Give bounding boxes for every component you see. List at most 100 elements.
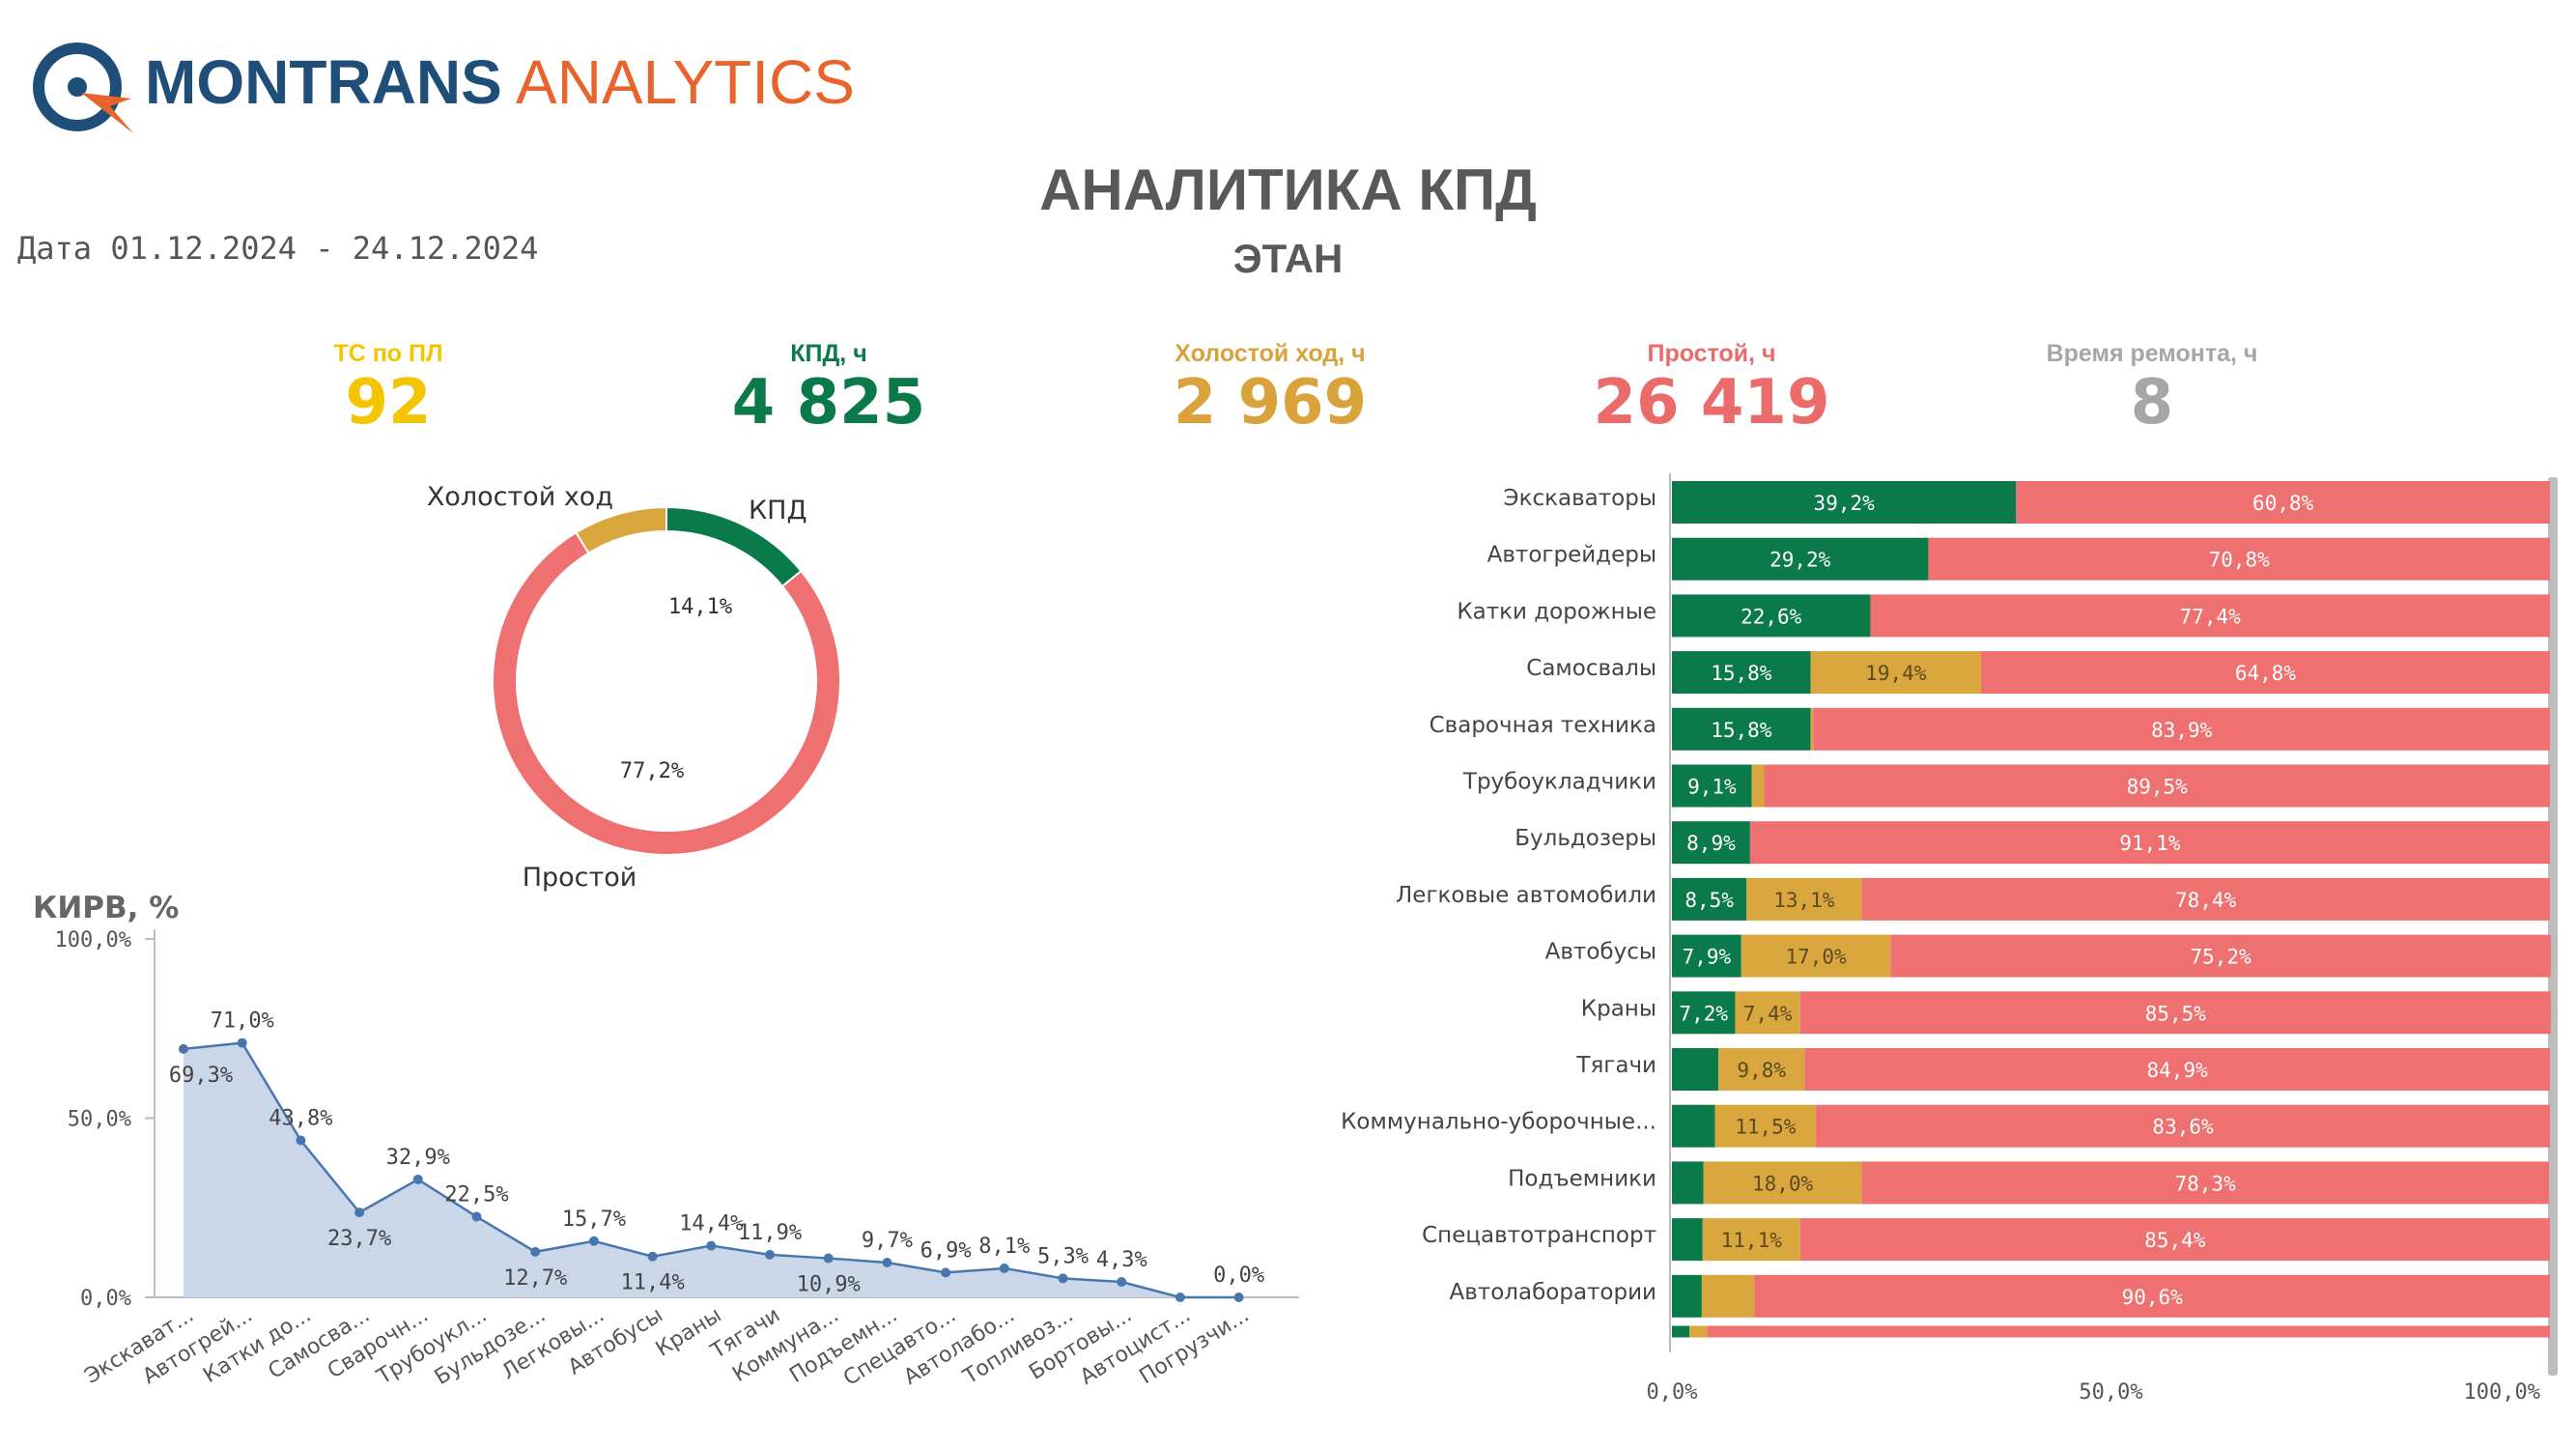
bar-segment[interactable] xyxy=(1890,934,2551,978)
bar-segment[interactable] xyxy=(1703,1161,1862,1205)
kpi-label: ТС по ПЛ xyxy=(333,340,443,367)
brand-light: ANALYTICS xyxy=(516,47,855,117)
area-point[interactable] xyxy=(647,1251,658,1262)
bar-segment[interactable] xyxy=(1672,651,1811,695)
bar-category-label: Автобусы xyxy=(1545,940,1656,965)
bar-value-label: 78,4% xyxy=(2175,889,2237,912)
area-data-label: 10,9% xyxy=(797,1273,861,1297)
bar-segment[interactable] xyxy=(1672,1161,1704,1205)
bar-segment[interactable] xyxy=(1672,1104,1715,1148)
page-subtitle: ЭТАН xyxy=(1232,236,1344,281)
bar-value-label: 22,6% xyxy=(1741,605,1802,628)
area-point[interactable] xyxy=(1175,1293,1185,1302)
bar-segment[interactable] xyxy=(1672,821,1750,865)
bar-segment[interactable] xyxy=(1799,1218,2550,1262)
bar-value-label: 83,6% xyxy=(2152,1116,2214,1139)
area-point[interactable] xyxy=(1058,1273,1068,1284)
bar-segment[interactable] xyxy=(1928,537,2550,581)
area-point[interactable] xyxy=(296,1135,306,1146)
bar-segment[interactable] xyxy=(1810,707,1814,751)
bar-segment[interactable] xyxy=(1672,481,2017,524)
bar-segment[interactable] xyxy=(1701,1274,1755,1318)
stacked-bar-chart: 39,2% 60,8% Экскаваторы 29,2% 70,8% Автогрейд… xyxy=(1341,473,2558,1405)
bar-segment[interactable] xyxy=(1799,991,2551,1035)
bar-segment[interactable] xyxy=(1672,877,1747,921)
bar-value-label: 84,9% xyxy=(2147,1059,2209,1082)
area-point[interactable] xyxy=(999,1263,1009,1273)
area-point[interactable] xyxy=(706,1240,717,1251)
area-point[interactable] xyxy=(471,1211,482,1222)
area-point[interactable] xyxy=(765,1249,775,1260)
bar-segment[interactable] xyxy=(1707,1325,2550,1338)
brand-name: MONTRANS ANALYTICS xyxy=(145,48,855,116)
area-point[interactable] xyxy=(179,1043,188,1054)
area-point[interactable] xyxy=(1233,1293,1244,1302)
bar-segment[interactable] xyxy=(1672,764,1752,808)
bar-segment[interactable] xyxy=(1764,764,2550,808)
bar-segment[interactable] xyxy=(1672,1325,1690,1338)
bar-segment[interactable] xyxy=(1804,1048,2550,1091)
chart-scrollbar[interactable] xyxy=(2548,477,2558,1376)
bar-category-label: Коммунально-уборочные... xyxy=(1341,1110,1656,1135)
bar-category-label: Экскаваторы xyxy=(1504,486,1656,511)
kpi-value: 8 xyxy=(2130,367,2174,439)
area-data-label: 32,9% xyxy=(386,1146,450,1170)
bar-segment[interactable] xyxy=(1702,1218,1800,1262)
area-point[interactable] xyxy=(941,1267,951,1278)
area-point[interactable] xyxy=(1117,1277,1127,1288)
area-point[interactable] xyxy=(237,1037,247,1048)
bar-segment[interactable] xyxy=(1672,1218,1703,1262)
bar-segment[interactable] xyxy=(1672,707,1811,751)
bar-segment[interactable] xyxy=(1689,1325,1708,1338)
bar-value-label: 83,9% xyxy=(2151,719,2213,742)
bar-segment[interactable] xyxy=(1749,821,2550,865)
bar-segment[interactable] xyxy=(1718,1048,1805,1091)
bar-segment[interactable] xyxy=(1980,651,2550,695)
bar-value-label: 75,2% xyxy=(2191,946,2252,969)
bar-value-label: 9,8% xyxy=(1737,1059,1786,1082)
bar-segment[interactable] xyxy=(1672,934,1741,978)
bar-segment[interactable] xyxy=(1813,707,2550,751)
bar-segment[interactable] xyxy=(1870,594,2550,638)
area-point[interactable] xyxy=(882,1258,892,1268)
area-point[interactable] xyxy=(588,1236,599,1246)
donut-category-label: Холостой ход xyxy=(427,482,613,512)
x-tick-label: 0,0% xyxy=(1647,1380,1698,1405)
bar-value-label: 39,2% xyxy=(1814,492,1876,515)
bar-segment[interactable] xyxy=(1735,991,1800,1035)
area-point[interactable] xyxy=(530,1246,541,1257)
bar-segment[interactable] xyxy=(1861,877,2550,921)
bar-segment[interactable] xyxy=(1672,537,1929,581)
bar-segment[interactable] xyxy=(1754,1274,2550,1318)
kpi-idle: Холостой ход, ч 2 969 xyxy=(1077,340,1463,438)
donut-slice[interactable] xyxy=(575,505,667,554)
bar-segment[interactable] xyxy=(2016,481,2550,524)
bar-value-label: 77,4% xyxy=(2180,605,2242,628)
bar-value-label: 15,8% xyxy=(1711,719,1772,742)
bar-segment[interactable] xyxy=(1741,934,1891,978)
bar-segment[interactable] xyxy=(1672,1048,1719,1091)
area-data-label: 71,0% xyxy=(211,1009,274,1034)
kpi-vehicles: ТС по ПЛ 92 xyxy=(195,340,581,438)
bar-value-label: 9,1% xyxy=(1687,776,1737,799)
bar-segment[interactable] xyxy=(1816,1104,2550,1148)
area-point[interactable] xyxy=(412,1174,423,1184)
bar-value-label: 60,8% xyxy=(2252,492,2314,515)
kpi-value: 92 xyxy=(345,367,432,439)
donut-slice[interactable] xyxy=(492,530,841,856)
bar-value-label: 11,5% xyxy=(1735,1116,1797,1139)
bar-category-label: Легковые автомобили xyxy=(1396,883,1656,908)
area-point[interactable] xyxy=(354,1208,365,1218)
bar-segment[interactable] xyxy=(1810,651,1981,695)
bar-segment[interactable] xyxy=(1672,991,1736,1035)
bar-segment[interactable] xyxy=(1672,594,1871,638)
bar-category-label: Подъемники xyxy=(1508,1166,1656,1191)
kpi-label: Время ремонта, ч xyxy=(2046,340,2258,367)
bar-segment[interactable] xyxy=(1672,1274,1702,1318)
bar-segment[interactable] xyxy=(1861,1161,2550,1205)
bar-segment[interactable] xyxy=(1746,877,1862,921)
bar-segment[interactable] xyxy=(1751,764,1765,808)
area-data-label: 8,1% xyxy=(978,1235,1030,1259)
area-point[interactable] xyxy=(823,1253,834,1264)
bar-segment[interactable] xyxy=(1714,1104,1817,1148)
